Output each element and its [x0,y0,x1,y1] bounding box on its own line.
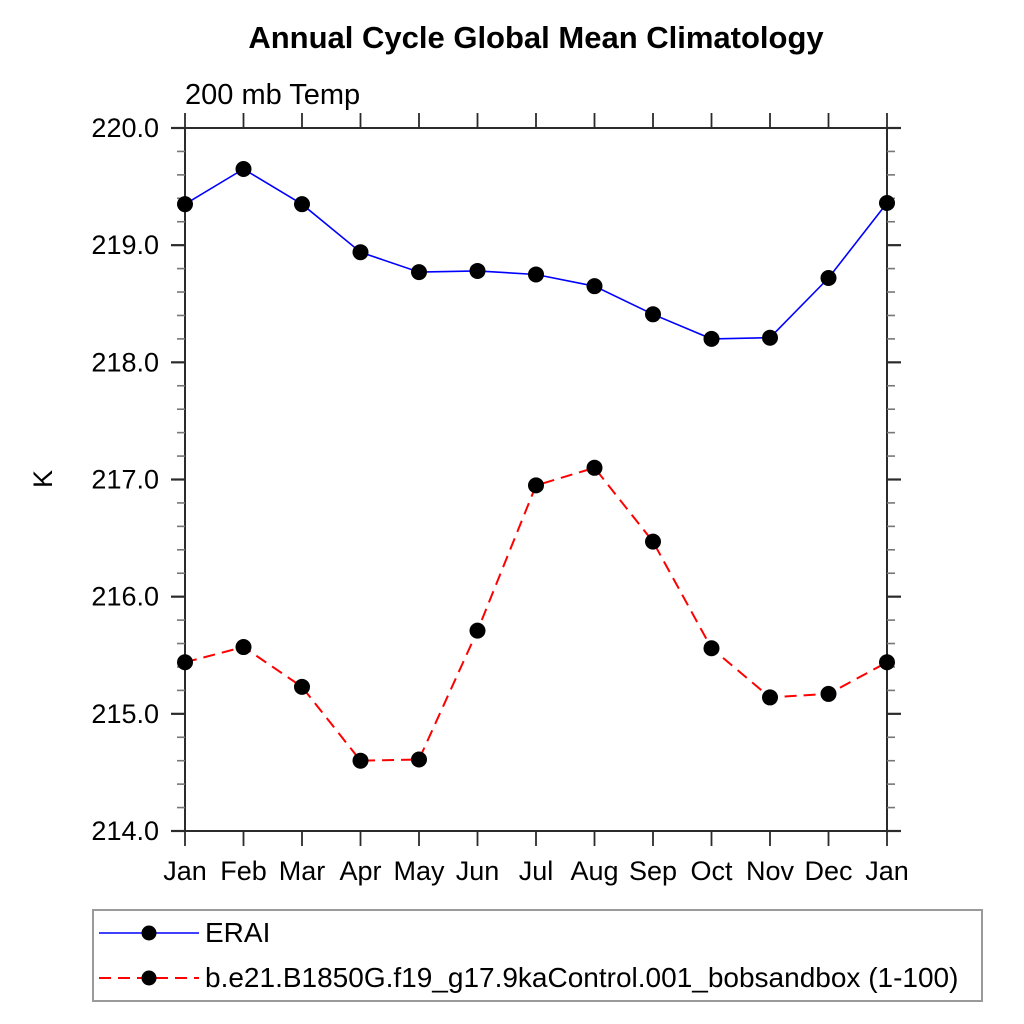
legend-sample-line-erai [99,925,199,941]
x-tick-label: Apr [339,856,381,886]
data-point [352,752,369,769]
legend-sample-line-model [99,970,199,986]
data-point [177,196,193,213]
y-tick-label: 218.0 [91,347,159,377]
legend-marker-sample [141,925,157,941]
data-point [469,262,486,279]
data-point [645,533,661,550]
y-tick-label: 219.0 [91,230,159,260]
data-point [586,278,603,295]
series-line-1 [184,466,888,762]
chart-canvas: Annual Cycle Global Mean Climatology 200… [28,20,909,886]
y-tick-label: 214.0 [91,816,159,846]
x-tick-label: Jan [865,856,909,886]
chart-subtitle: 200 mb Temp [185,79,360,111]
legend-marker-sample [141,970,157,986]
data-point [645,306,661,323]
x-tick-label: Oct [690,856,733,886]
legend-item-erai: ERAI [99,912,981,954]
x-tick-label: Aug [570,856,618,886]
data-point [294,196,310,213]
x-tick-label: Feb [220,856,267,886]
legend-label-model: b.e21.B1850G.f19_g17.9kaControl.001_bobs… [205,961,959,993]
data-point [177,654,193,671]
axes: 214.0 215.0 216.0 217.0 218.0 219.0 220.0 Jan Fe… [91,113,909,886]
x-tick-label: Jun [456,856,500,886]
x-tick-label: Mar [279,856,326,886]
data-point [762,689,778,706]
y-tick-label: 220.0 [91,113,159,143]
y-tick-label: 215.0 [91,699,159,729]
x-tick-label: Dec [804,856,852,886]
legend-label-erai: ERAI [205,917,271,949]
legend-item-model: b.e21.B1850G.f19_g17.9kaControl.001_bobs… [99,957,981,999]
x-tick-label: May [393,856,445,886]
x-tick-label: Jul [519,856,554,886]
data-point [411,264,427,281]
legend-box: ERAI b.e21.B1850G.f19_g17.9kaControl.001… [92,909,983,1002]
data-point [762,329,778,346]
x-tick-label: Sep [629,856,677,886]
data-point [703,330,720,347]
data-point [879,194,895,211]
series-line-0 [184,168,888,340]
y-tick-label: 217.0 [91,465,159,495]
data-point [820,269,837,286]
data-point [879,654,895,671]
y-tick-label: 216.0 [91,582,159,612]
data-point [235,639,252,656]
x-tick-label: Jan [163,856,207,886]
data-point [586,459,603,476]
chart-title: Annual Cycle Global Mean Climatology [248,20,824,55]
data-point [235,161,252,178]
data-point [703,640,720,657]
data-point [820,685,837,702]
data-point [469,622,486,639]
y-axis-title: K [28,470,58,488]
data-point [528,266,544,283]
data-point [352,244,369,261]
x-tick-label: Nov [746,856,795,886]
data-point [411,751,427,768]
data-point [528,477,544,494]
data-series [177,161,895,769]
data-point [294,678,310,695]
